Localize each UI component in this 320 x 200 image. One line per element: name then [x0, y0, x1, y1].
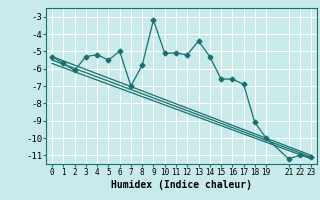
X-axis label: Humidex (Indice chaleur): Humidex (Indice chaleur) — [111, 180, 252, 190]
